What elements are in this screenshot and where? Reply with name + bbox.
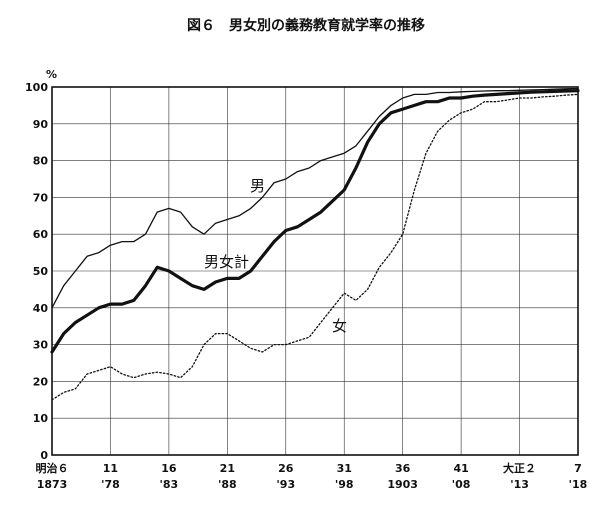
- y-tick-label: 90: [33, 118, 49, 131]
- x-tick-label-era: 31: [337, 462, 352, 475]
- x-tick-label-year: '88: [218, 478, 237, 491]
- series-label-male: 男: [250, 177, 265, 195]
- y-axis: 0 10 20 30 40 50 60 70 80 90 100: [25, 81, 48, 462]
- x-tick-label-era: 大正２: [503, 461, 536, 475]
- y-unit-label: %: [46, 68, 57, 81]
- x-tick-label-year: '98: [335, 478, 354, 491]
- series-line-1: [50, 89, 580, 354]
- y-tick-label: 20: [33, 375, 49, 388]
- series-label-female: 女: [332, 317, 347, 335]
- y-tick-label: 40: [33, 302, 49, 315]
- x-tick-label-year: '13: [510, 478, 529, 491]
- y-tick-label: 50: [33, 265, 49, 278]
- x-tick-label-era: 26: [278, 462, 294, 475]
- x-tick-label-era: 41: [453, 462, 468, 475]
- x-tick-label-era: 36: [395, 462, 411, 475]
- x-tick-label-year: '18: [569, 478, 588, 491]
- x-tick-label-year: '83: [160, 478, 179, 491]
- series-line-2: [51, 93, 579, 401]
- x-tick-label-year: 1903: [387, 478, 418, 491]
- series-lines: [50, 87, 580, 401]
- x-tick-label-era: 明治６: [36, 461, 69, 475]
- x-axis: 明治６ 1873 11 '78 16 '83 21 '88 26 '93 31 '98 36 1903 41…: [36, 461, 588, 491]
- y-tick-label: 80: [33, 155, 49, 168]
- x-tick-label-year: '93: [276, 478, 295, 491]
- x-tick-label-year: '08: [452, 478, 471, 491]
- x-tick-label-year: '78: [101, 478, 120, 491]
- y-tick-label: 0: [40, 449, 48, 462]
- x-tick-label-era: 11: [103, 462, 118, 475]
- grid: [51, 86, 579, 456]
- chart-title: 図６ 男女別の義務教育就学率の推移: [187, 17, 425, 34]
- x-tick-label-era: 7: [574, 462, 582, 475]
- series-line-0: [51, 87, 579, 309]
- y-tick-label: 60: [33, 228, 49, 241]
- x-tick-label-era: 21: [220, 462, 235, 475]
- plot-frame: [51, 86, 579, 456]
- x-tick-label-era: 16: [161, 462, 177, 475]
- y-tick-label: 70: [33, 191, 49, 204]
- y-tick-label: 100: [25, 81, 48, 94]
- series-label-total: 男女計: [204, 253, 249, 271]
- y-tick-label: 30: [33, 339, 49, 352]
- y-tick-label: 10: [33, 412, 49, 425]
- x-tick-label-year: 1873: [37, 478, 68, 491]
